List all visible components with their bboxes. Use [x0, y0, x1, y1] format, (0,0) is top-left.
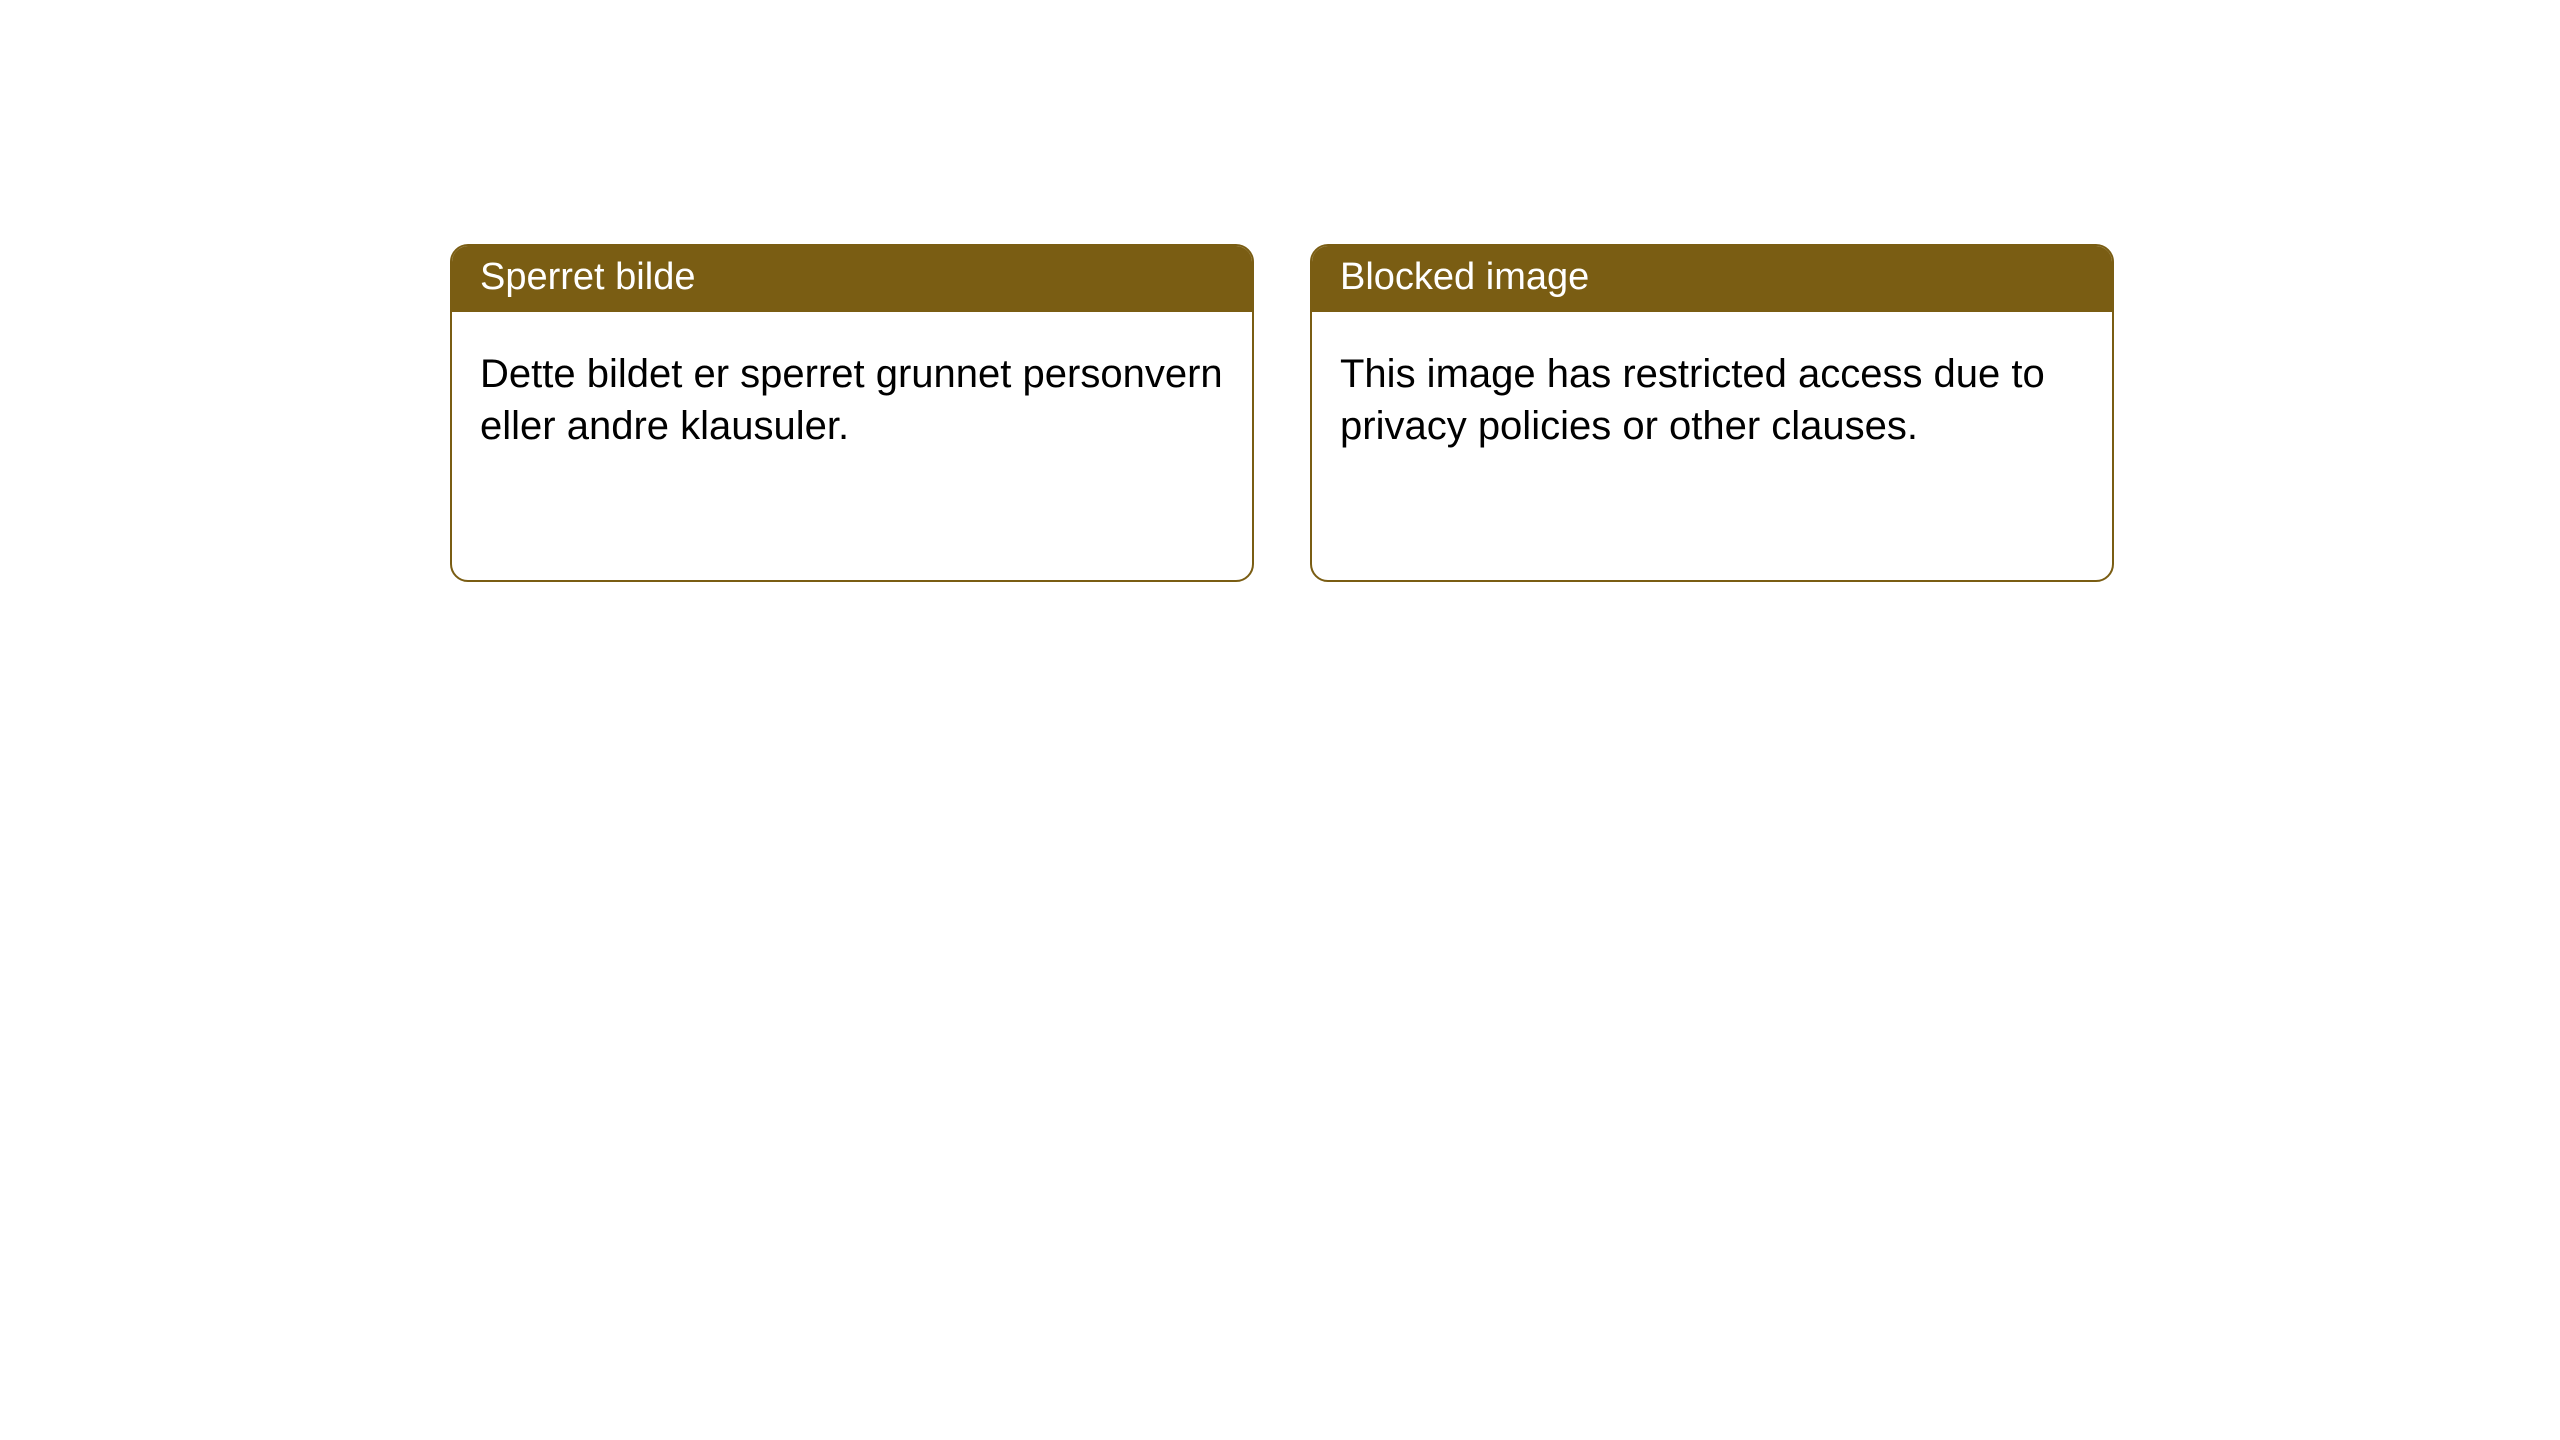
notice-box-norwegian: Sperret bilde Dette bildet er sperret gr…	[450, 244, 1254, 582]
notice-body-norwegian: Dette bildet er sperret grunnet personve…	[452, 312, 1252, 580]
notice-header-norwegian: Sperret bilde	[452, 246, 1252, 312]
notice-body-english: This image has restricted access due to …	[1312, 312, 2112, 580]
notices-container: Sperret bilde Dette bildet er sperret gr…	[0, 0, 2560, 582]
notice-header-english: Blocked image	[1312, 246, 2112, 312]
notice-box-english: Blocked image This image has restricted …	[1310, 244, 2114, 582]
